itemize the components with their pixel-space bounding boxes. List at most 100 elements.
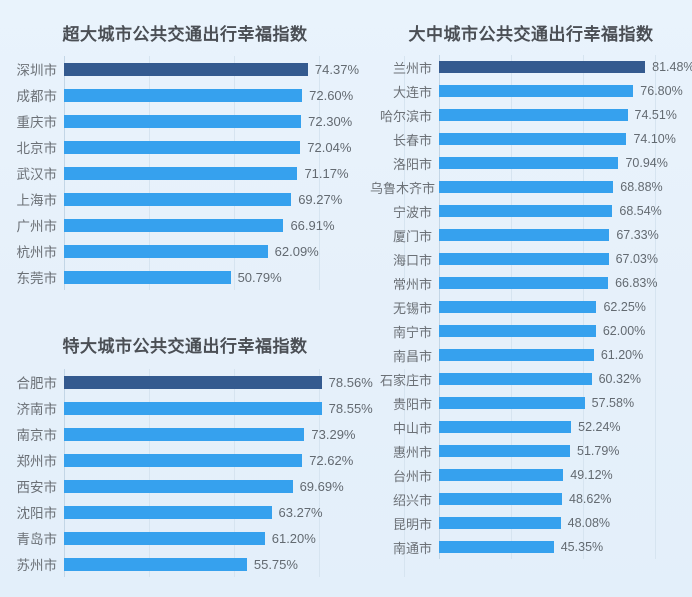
bar-value-label: 63.27% xyxy=(278,504,323,520)
bar-category-label: 宁波市 xyxy=(392,204,432,220)
bar-category-label: 武汉市 xyxy=(16,167,58,182)
bar-track: 74.10% xyxy=(439,127,692,151)
bar xyxy=(439,397,585,409)
chart-plot-supercity: 合肥市 78.56% 济南市 78.55% 南京市 73.29% 郑州市 72.62% 西安市 6… xyxy=(0,369,405,577)
bar xyxy=(439,421,572,433)
bar-highlighted xyxy=(439,61,646,73)
bar-track: 69.27% xyxy=(64,186,370,212)
bar-row: 广州市 66.91% xyxy=(0,212,370,238)
bar-value-label: 69.69% xyxy=(299,478,344,494)
bar-value-label: 61.20% xyxy=(271,530,316,546)
bar-category-label: 哈尔滨市 xyxy=(379,108,432,124)
bar-row: 武汉市 71.17% xyxy=(0,160,370,186)
bar xyxy=(64,114,302,128)
bar-track: 55.75% xyxy=(64,551,370,577)
bar-category-label: 兰州市 xyxy=(392,60,432,76)
bar-category-label: 南通市 xyxy=(392,540,432,556)
bar-row: 惠州市 51.79% xyxy=(370,439,692,463)
bar-category-label: 常州市 xyxy=(392,276,432,292)
bar-category-label: 无锡市 xyxy=(392,300,432,316)
bar xyxy=(439,205,613,217)
bar-value-label: 67.03% xyxy=(615,252,658,266)
bar xyxy=(439,445,571,457)
bar-category-label: 乌鲁木齐市 xyxy=(370,180,436,196)
bar-track: 52.24% xyxy=(439,415,692,439)
bar xyxy=(439,349,594,361)
bar-row: 兰州市 81.48% xyxy=(370,55,692,79)
bar-row: 东莞市 50.79% xyxy=(0,264,370,290)
bar xyxy=(64,192,292,206)
bar-category-label: 青岛市 xyxy=(16,532,58,547)
bar-track: 45.35% xyxy=(439,535,692,559)
bar-row: 苏州市 55.75% xyxy=(0,551,370,577)
bar-category-label: 南宁市 xyxy=(392,324,432,340)
bar-category-label: 绍兴市 xyxy=(392,492,432,508)
bar-value-label: 52.24% xyxy=(578,420,621,434)
bar-category-label: 长春市 xyxy=(392,132,432,148)
bar-row: 无锡市 62.25% xyxy=(370,295,692,319)
bar-track: 61.20% xyxy=(439,343,692,367)
bar-category-label: 成都市 xyxy=(16,89,58,104)
bar-track: 66.91% xyxy=(64,212,370,238)
bar-value-label: 66.83% xyxy=(615,276,658,290)
bar xyxy=(439,493,562,505)
bar xyxy=(64,88,303,102)
bar-track: 72.04% xyxy=(64,134,370,160)
bar-track: 74.51% xyxy=(439,103,692,127)
bar-track: 76.80% xyxy=(439,79,692,103)
bar-value-label: 48.08% xyxy=(567,516,611,530)
bar-value-label: 74.37% xyxy=(314,61,360,77)
bar-category-label: 济南市 xyxy=(16,402,58,417)
bar-row: 上海市 69.27% xyxy=(0,186,370,212)
bar-value-label: 72.60% xyxy=(309,87,354,103)
bar-category-label: 台州市 xyxy=(392,468,432,484)
bar xyxy=(64,531,265,545)
bar-row: 绍兴市 48.62% xyxy=(370,487,692,511)
bar-value-label: 78.55% xyxy=(328,400,373,416)
bar-value-label: 60.32% xyxy=(598,372,642,386)
bar-value-label: 68.54% xyxy=(619,204,662,218)
bar-row: 贵阳市 57.58% xyxy=(370,391,692,415)
bar-category-label: 沈阳市 xyxy=(16,506,58,521)
bar-row: 杭州市 62.09% xyxy=(0,238,370,264)
bar-track: 62.00% xyxy=(439,319,692,343)
chart-plot-megacity: 深圳市 74.37% 成都市 72.60% 重庆市 72.30% 北京市 72.04% 武汉市 7… xyxy=(0,56,405,290)
bar-category-label: 南京市 xyxy=(16,428,58,443)
bar-category-label: 南昌市 xyxy=(392,348,432,364)
bar-row: 南昌市 61.20% xyxy=(370,343,692,367)
bar-track: 67.33% xyxy=(439,223,692,247)
bar-row: 洛阳市 70.94% xyxy=(370,151,692,175)
bar-category-label: 合肥市 xyxy=(16,376,58,391)
bar xyxy=(439,277,609,289)
bar-category-label: 石家庄市 xyxy=(379,372,432,388)
bar-row: 深圳市 74.37% xyxy=(0,56,370,82)
bar-value-label: 51.79% xyxy=(577,444,620,458)
bar-category-label: 上海市 xyxy=(16,193,58,208)
bar-row: 南通市 45.35% xyxy=(370,535,692,559)
bar-row: 大连市 76.80% xyxy=(370,79,692,103)
bar-row: 厦门市 67.33% xyxy=(370,223,692,247)
bar-track: 72.62% xyxy=(64,447,370,473)
bar xyxy=(439,229,610,241)
bar-track: 62.09% xyxy=(64,238,370,264)
bar-category-label: 杭州市 xyxy=(16,245,58,260)
bar xyxy=(439,373,592,385)
bar-value-label: 62.00% xyxy=(602,324,646,338)
bar xyxy=(439,517,561,529)
bar-row: 南宁市 62.00% xyxy=(370,319,692,343)
bar-value-label: 50.79% xyxy=(237,269,282,285)
bar-row: 昆明市 48.08% xyxy=(370,511,692,535)
bar-value-label: 61.20% xyxy=(600,348,644,362)
bar-category-label: 昆明市 xyxy=(392,516,432,532)
bar-rows-supercity: 合肥市 78.56% 济南市 78.55% 南京市 73.29% 郑州市 72.62% 西安市 6… xyxy=(0,369,373,577)
bar-row: 济南市 78.55% xyxy=(0,395,373,421)
bar xyxy=(64,270,231,284)
bar-row: 中山市 52.24% xyxy=(370,415,692,439)
bar-row: 沈阳市 63.27% xyxy=(0,499,370,525)
bar xyxy=(64,427,305,441)
bar xyxy=(439,133,627,145)
bar-rows-largecity: 兰州市 81.48% 大连市 76.80% 哈尔滨市 74.51% 长春市 74.10% 洛阳市… xyxy=(370,55,692,559)
bar-category-label: 郑州市 xyxy=(16,454,58,469)
bar-track: 72.30% xyxy=(64,108,370,134)
bar xyxy=(64,479,293,493)
